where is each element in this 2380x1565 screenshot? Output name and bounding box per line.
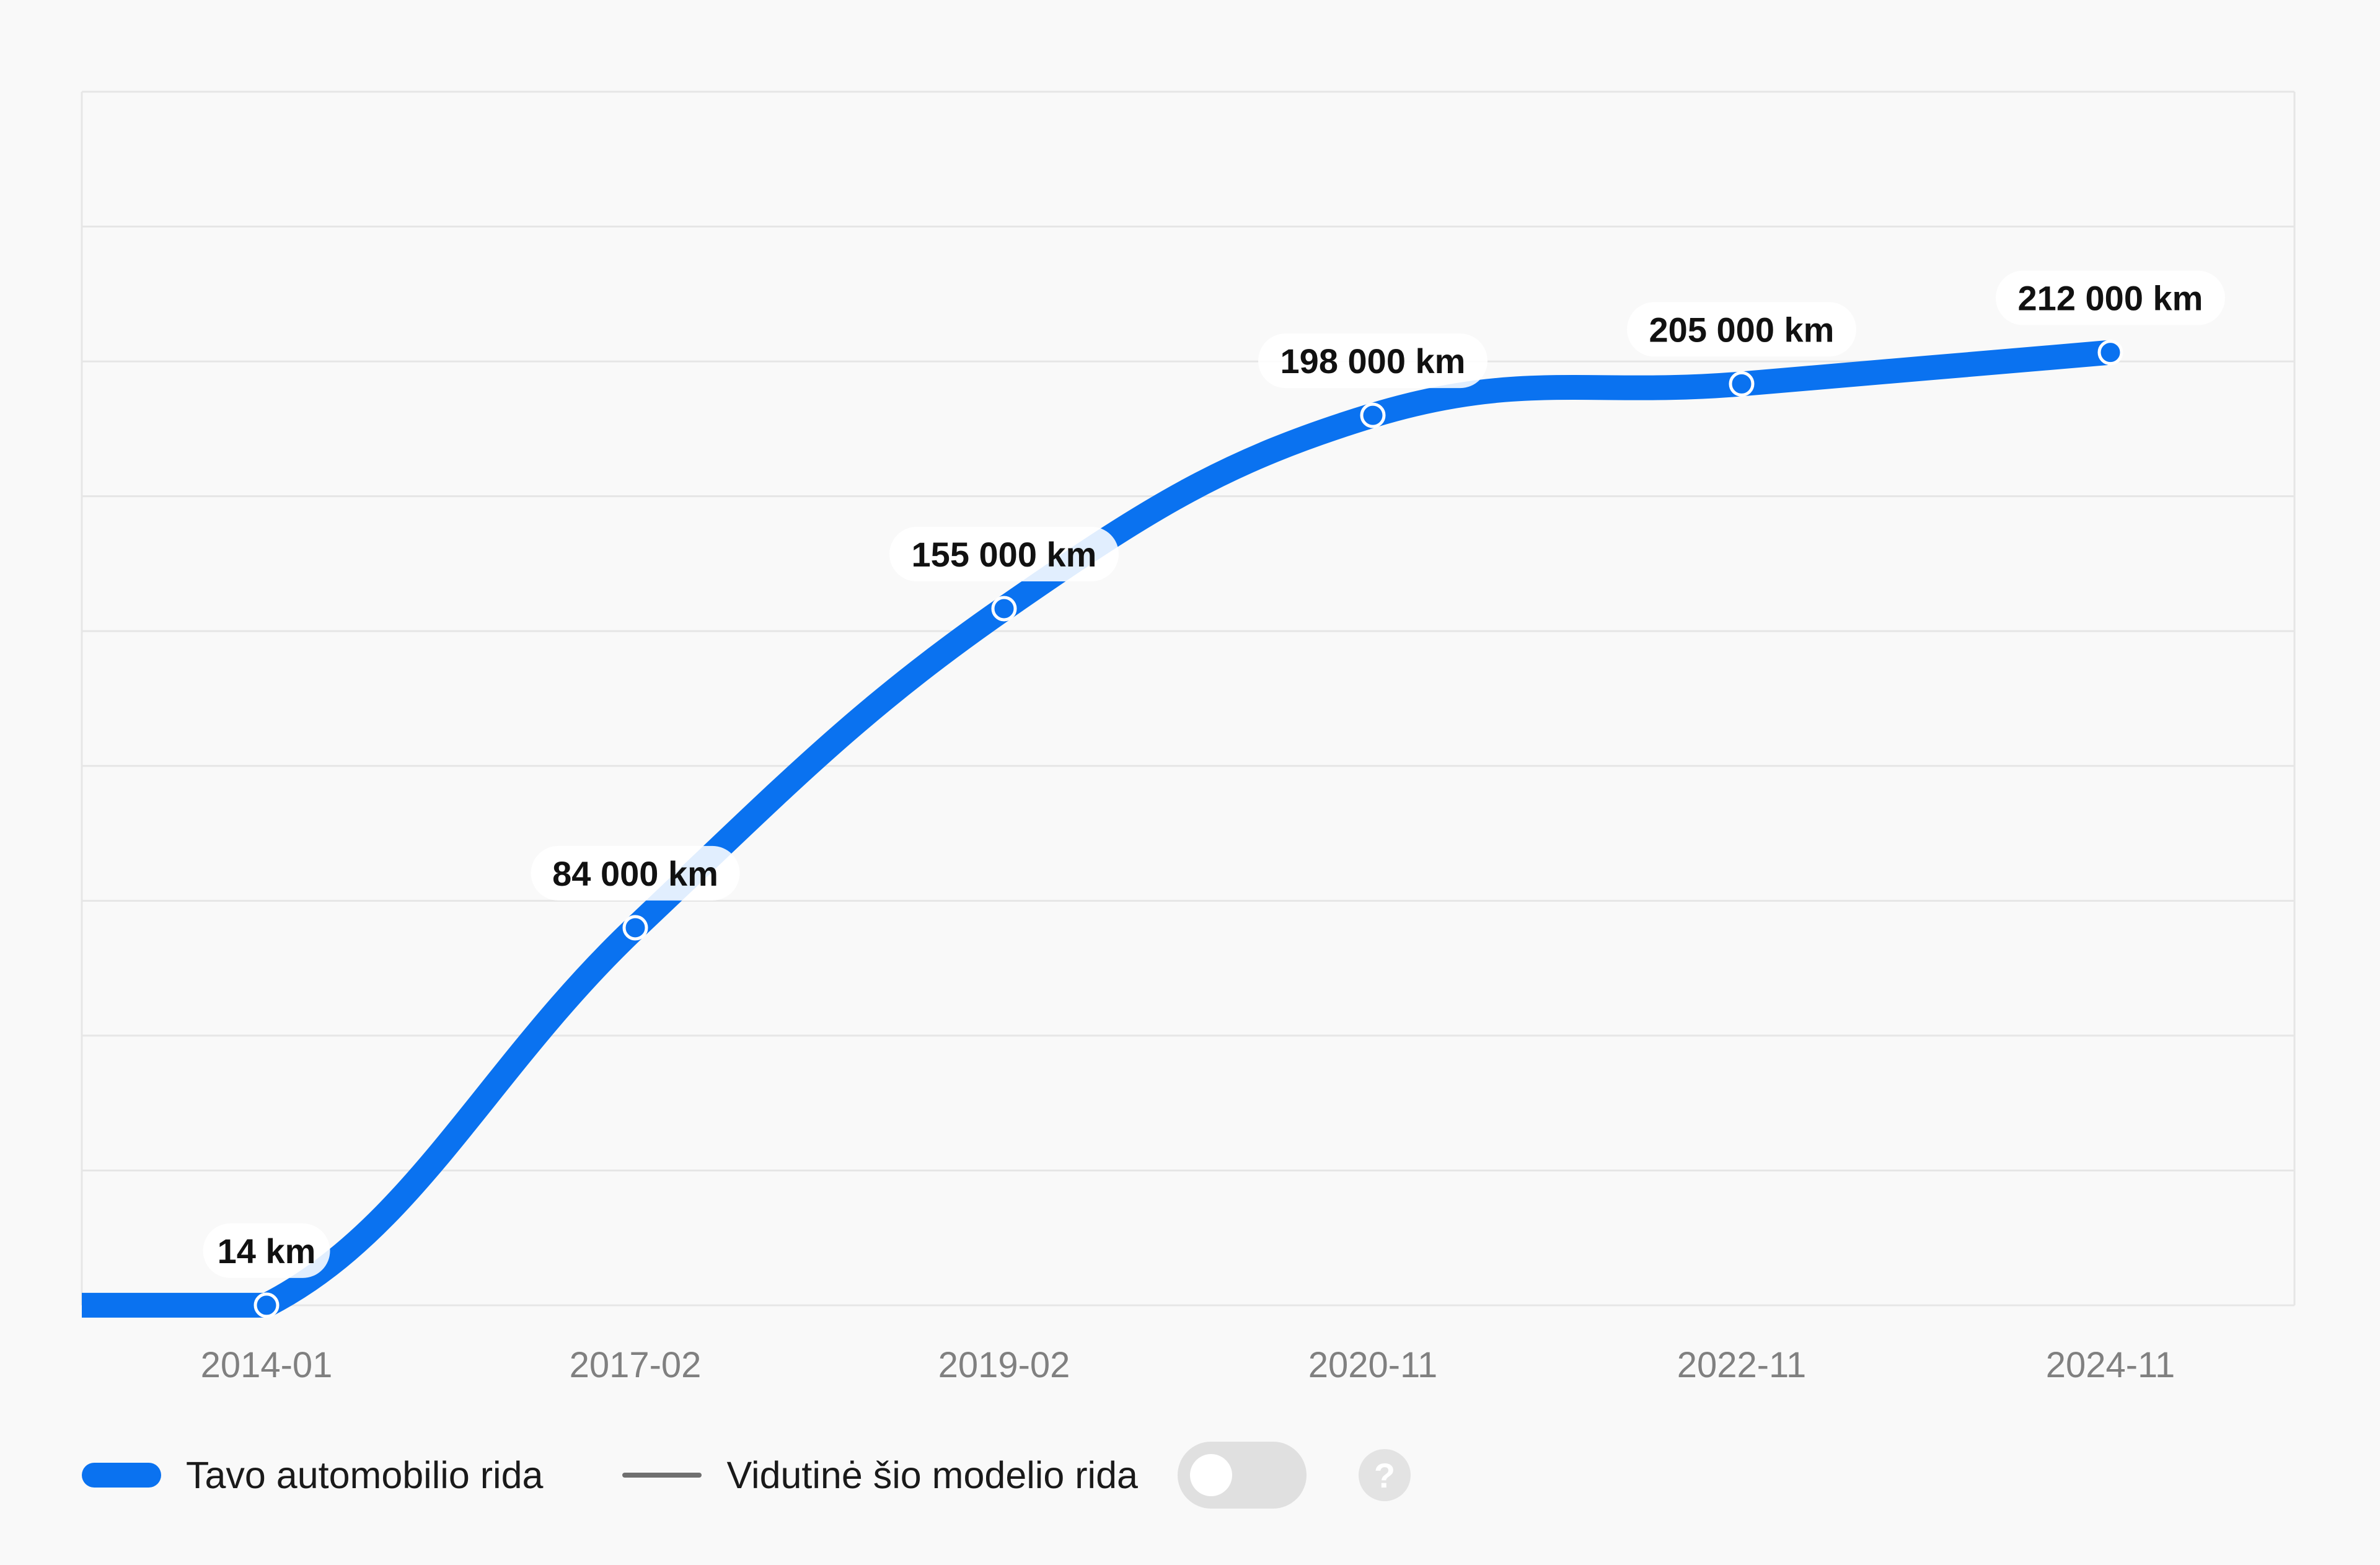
data-label: 155 000 km bbox=[912, 535, 1097, 574]
data-label: 212 000 km bbox=[2018, 279, 2203, 318]
data-label-bg bbox=[203, 1223, 330, 1278]
data-label-bg bbox=[1258, 333, 1488, 389]
data-point bbox=[991, 596, 1017, 622]
x-tick-label: 2020-11 bbox=[1308, 1345, 1438, 1385]
data-point bbox=[622, 915, 648, 941]
help-icon-symbol: ? bbox=[1373, 1455, 1396, 1495]
series-legend-swatch bbox=[82, 1463, 161, 1488]
toggle-knob bbox=[1189, 1454, 1232, 1496]
x-tick-label: 2017-02 bbox=[570, 1345, 702, 1385]
data-label-bg bbox=[531, 845, 740, 901]
series-legend-label: Tavo automobilio rida bbox=[186, 1454, 544, 1496]
data-point bbox=[253, 1292, 280, 1318]
data-point bbox=[2097, 340, 2123, 366]
data-label: 205 000 km bbox=[1649, 310, 1835, 349]
x-axis-ticks: 2014-01 2017-02 2019-02 2020-11 2022-11 2024-… bbox=[201, 1345, 2175, 1385]
x-tick-label: 2022-11 bbox=[1677, 1345, 1807, 1385]
x-tick-label: 2019-02 bbox=[938, 1345, 1070, 1385]
data-label-bg bbox=[889, 526, 1119, 581]
data-label: 84 000 km bbox=[552, 854, 718, 893]
data-point bbox=[1729, 371, 1755, 397]
data-point bbox=[1360, 402, 1386, 428]
data-label: 198 000 km bbox=[1280, 342, 1466, 381]
average-toggle[interactable] bbox=[1177, 1442, 1307, 1509]
average-legend-swatch bbox=[622, 1473, 702, 1478]
data-label-bg bbox=[1996, 270, 2225, 325]
help-icon[interactable]: ? bbox=[1358, 1449, 1411, 1501]
x-tick-label: 2024-11 bbox=[2046, 1345, 2175, 1385]
average-legend-label: Vidutinė šio modelio rida bbox=[726, 1454, 1138, 1496]
legend: Tavo automobilio rida Vidutinė šio model… bbox=[82, 1442, 1411, 1509]
series-line bbox=[82, 340, 2112, 1318]
data-label-bg bbox=[1627, 302, 1856, 357]
x-tick-label: 2014-01 bbox=[201, 1345, 333, 1385]
data-points bbox=[253, 340, 2123, 1318]
data-label: 14 km bbox=[218, 1232, 316, 1271]
data-labels: 14 km 84 000 km 155 000 km 198 000 km 205 00… bbox=[203, 270, 2225, 1278]
series-line-layer bbox=[82, 340, 2112, 1318]
grid bbox=[81, 90, 2296, 1307]
